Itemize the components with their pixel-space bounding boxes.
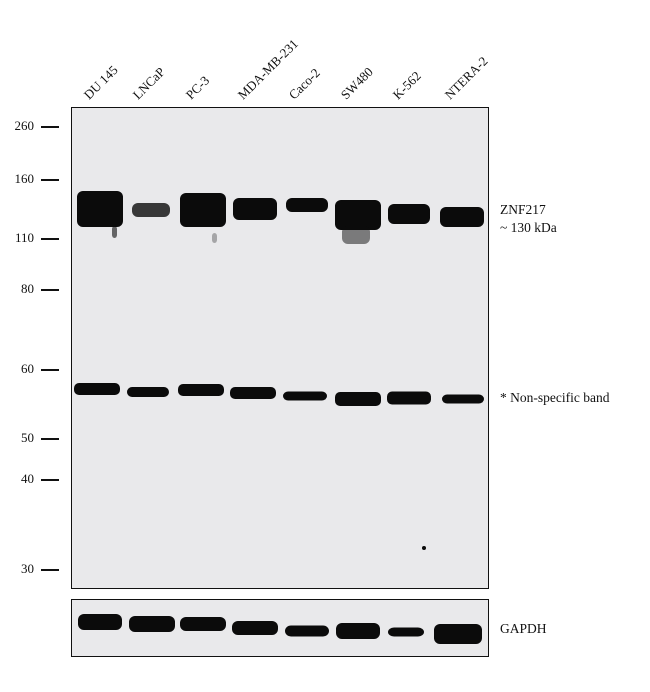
gapdh-band: [388, 627, 424, 637]
nonspecific-band: [283, 391, 327, 401]
band-smear: [342, 226, 370, 244]
mw-label: 260: [14, 118, 35, 133]
mw-label: 110: [14, 230, 34, 245]
lane-label: K-562: [389, 68, 424, 103]
nonspecific-band: [387, 391, 431, 405]
znf217-band: [77, 191, 123, 227]
mw-tick: [41, 569, 59, 571]
mw-label: 30: [21, 561, 34, 576]
gapdh-band: [232, 621, 278, 635]
mw-tick: [41, 179, 59, 181]
mw-tick: [41, 438, 59, 440]
gapdh-band: [78, 614, 122, 630]
mw-label: 80: [21, 281, 34, 296]
main-blot-image: [74, 191, 484, 550]
target-label: ZNF217 ~ 130 kDa: [500, 201, 557, 237]
znf217-band: [335, 200, 381, 230]
lane-label: LNCaP: [129, 64, 168, 103]
gapdh-blot-panel: [71, 599, 489, 657]
nonspecific-band: [335, 392, 381, 406]
znf217-band: [180, 193, 226, 227]
mw-label: 160: [14, 171, 35, 186]
znf217-band: [233, 198, 277, 220]
lane-label: Caco-2: [285, 65, 323, 103]
znf217-band: [440, 207, 484, 227]
znf217-band: [286, 198, 328, 212]
nonspecific-band: [442, 394, 484, 404]
speck: [422, 546, 426, 550]
mw-tick: [41, 238, 59, 240]
target-size: ~ 130 kDa: [500, 220, 557, 235]
band-smear: [112, 226, 117, 238]
mw-tick: [41, 289, 59, 291]
lane-label: SW480: [337, 64, 376, 103]
mw-tick: [41, 479, 59, 481]
gapdh-band: [285, 625, 329, 637]
nonspecific-band: [178, 384, 224, 396]
mw-label: 60: [21, 361, 34, 376]
mw-tick: [41, 126, 59, 128]
band-smear: [212, 233, 217, 243]
gapdh-band: [129, 616, 175, 632]
gapdh-band: [434, 624, 482, 644]
gapdh-label: GAPDH: [500, 621, 547, 636]
znf217-band: [388, 204, 430, 224]
mw-label: 40: [21, 471, 34, 486]
main-blot-panel: [71, 107, 489, 589]
target-name: ZNF217: [500, 202, 546, 217]
mw-tick: [41, 369, 59, 371]
gapdh-blot-image: [78, 614, 482, 644]
lane-label: NTERA-2: [441, 53, 491, 103]
znf217-band: [132, 203, 170, 217]
gapdh-band: [180, 617, 226, 631]
lane-label: DU 145: [80, 62, 121, 103]
gapdh-band: [336, 623, 380, 639]
nonspecific-band: [230, 387, 276, 399]
nonspecific-label: * Non-specific band: [500, 390, 610, 405]
lane-label: PC-3: [182, 72, 213, 103]
nonspecific-band: [74, 383, 120, 395]
mw-label: 50: [21, 430, 34, 445]
nonspecific-band: [127, 387, 169, 397]
